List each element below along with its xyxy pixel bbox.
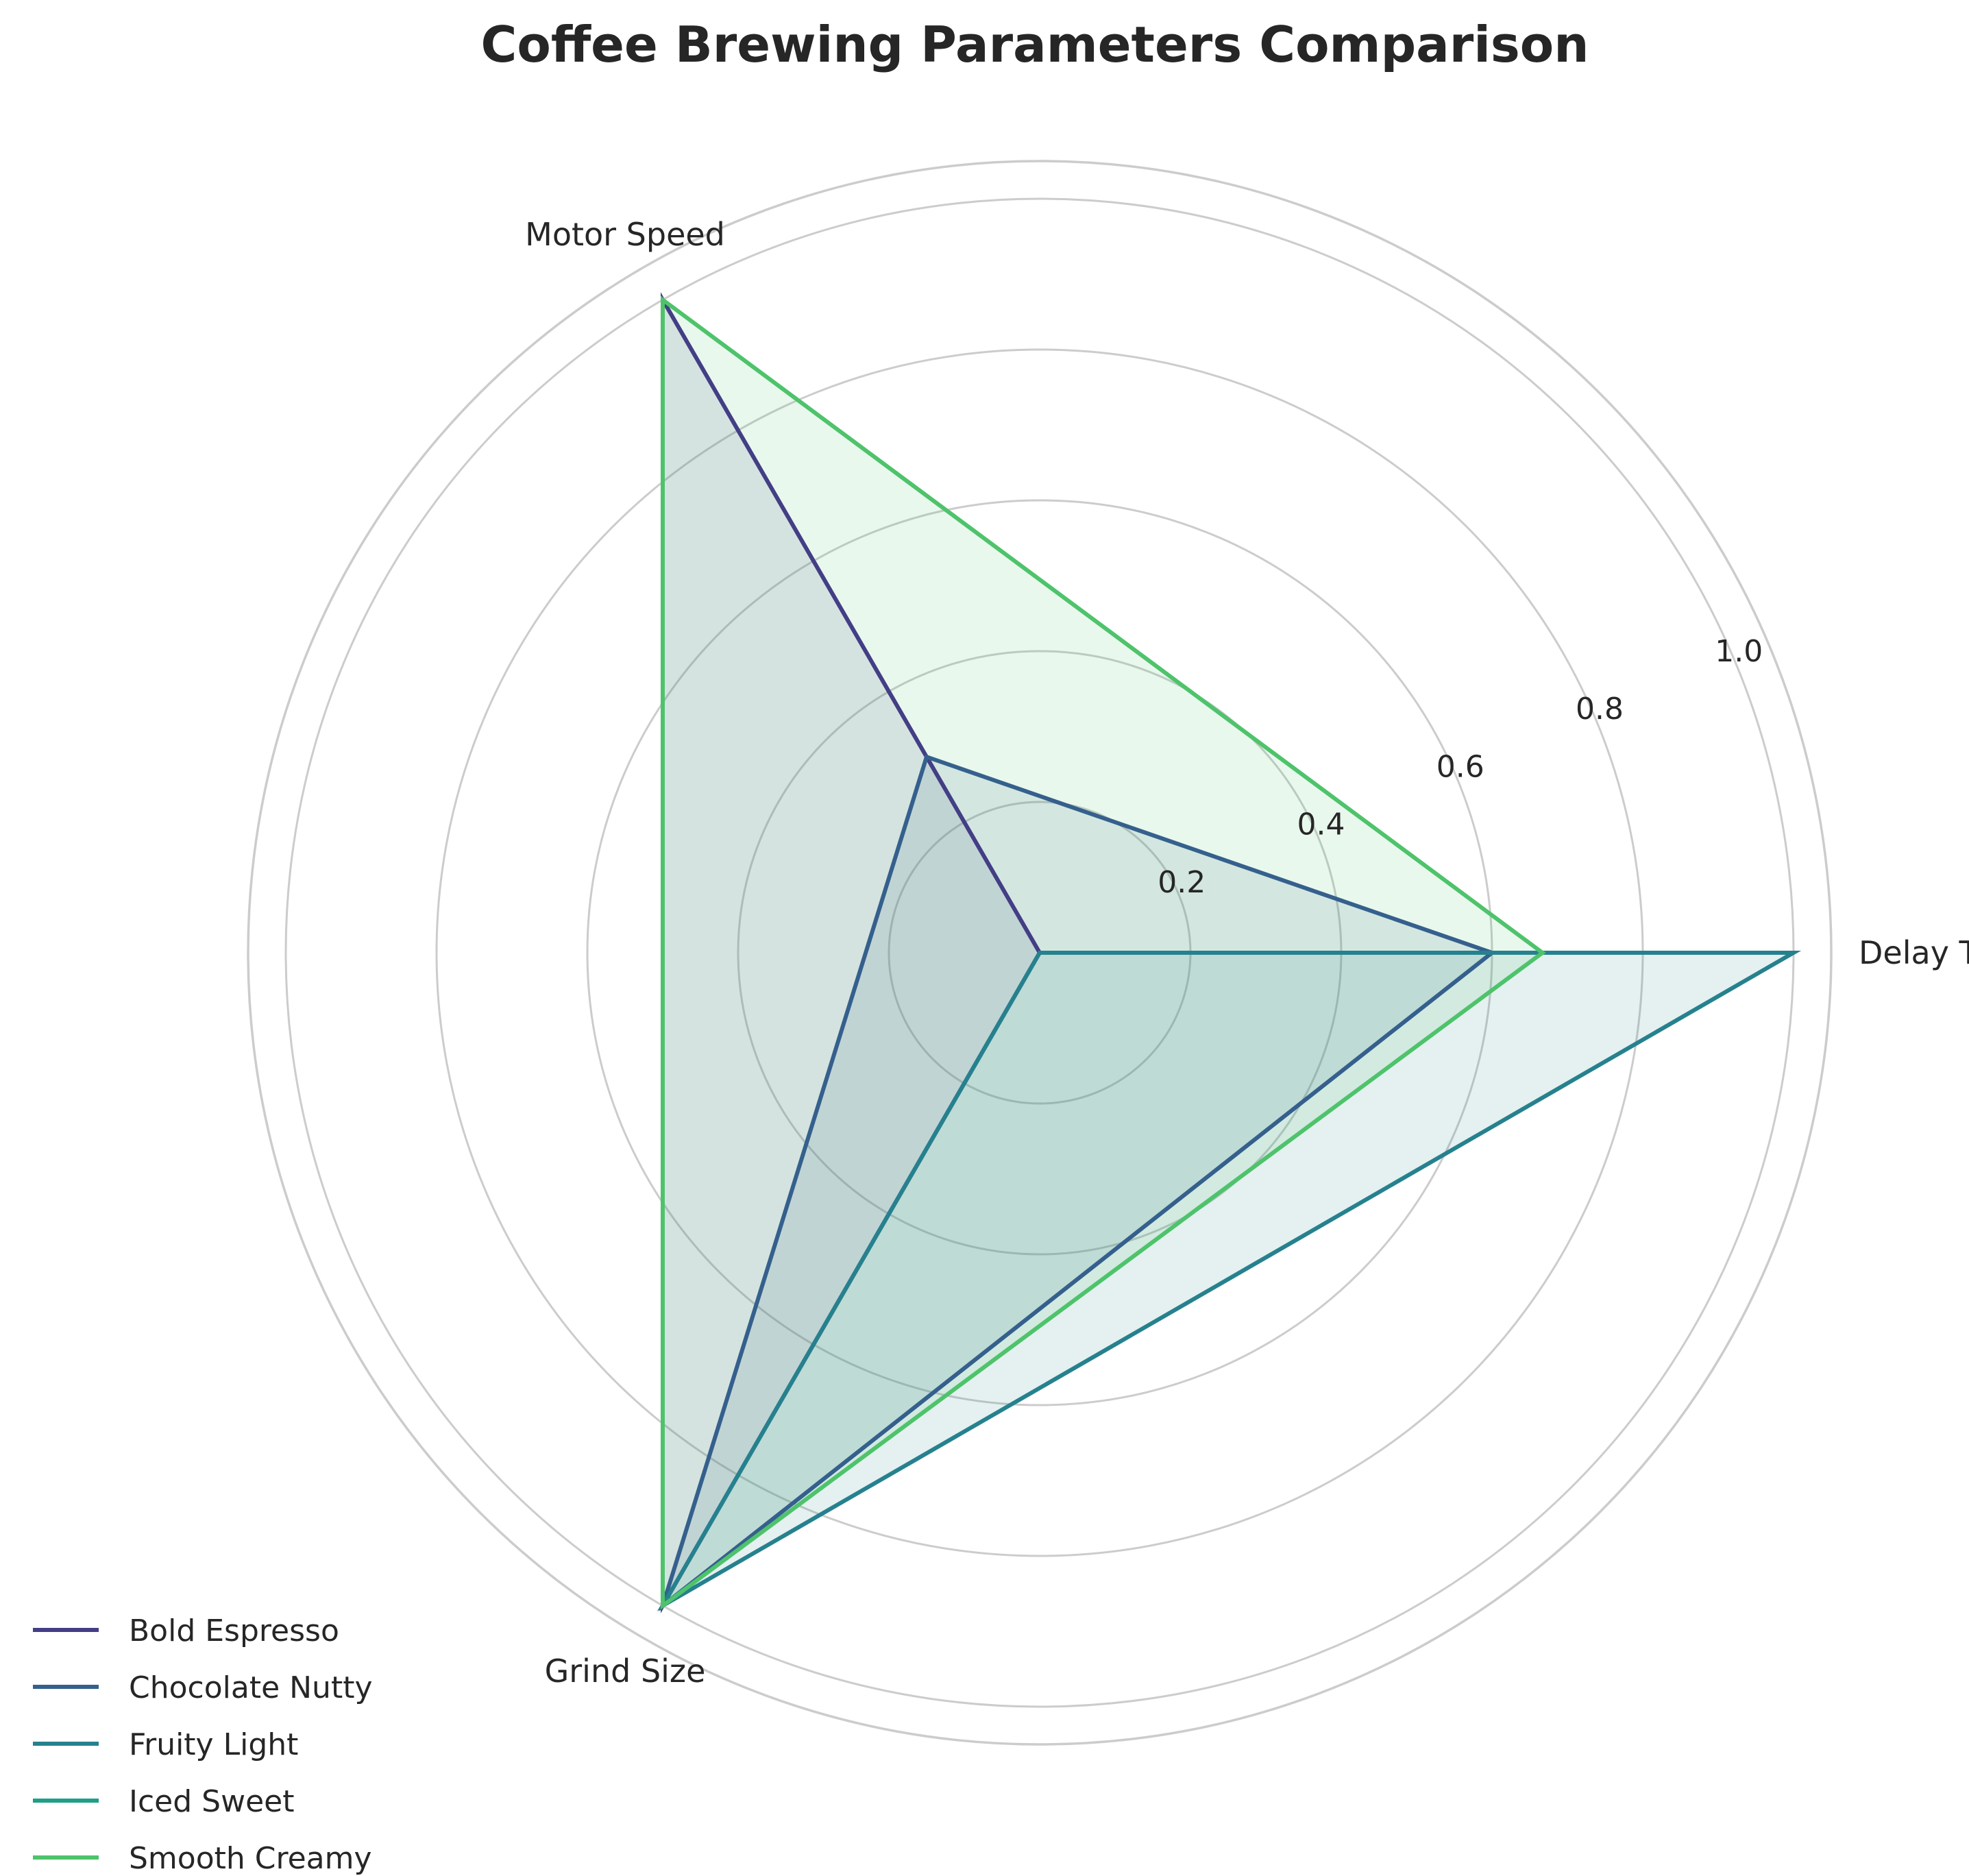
outer-grid-circle (247, 160, 1833, 1746)
r-tick-label-2: 0.6 (1436, 749, 1484, 784)
legend-label-1: Chocolate Nutty (129, 1670, 372, 1705)
radial-tick-labels: 0.2 0.4 0.6 0.8 1.0 (1158, 634, 1763, 900)
legend: Bold Espresso Chocolate Nutty Fruity Light… (33, 1613, 372, 1876)
r-tick-label-0: 0.2 (1158, 865, 1206, 900)
legend-label-2: Fruity Light (129, 1727, 298, 1762)
series-fill-1 (663, 757, 1492, 1606)
series-fill-0 (663, 300, 1040, 1606)
axis-label-2: Grind Size (545, 1653, 706, 1690)
series-lines (657, 292, 1802, 1613)
series-line-4 (661, 295, 1546, 1610)
r-tick-label-4: 1.0 (1715, 634, 1763, 669)
r-tick-label-3: 0.8 (1576, 692, 1624, 727)
axis-label-1: Motor Speed (525, 216, 725, 253)
legend-label-0: Bold Espresso (129, 1613, 339, 1648)
series-line-2 (657, 951, 1802, 1611)
legend-label-4: Smooth Creamy (129, 1841, 372, 1876)
legend-label-3: Iced Sweet (129, 1784, 294, 1819)
chart-title: Coffee Brewing Parameters Comparison (481, 16, 1589, 73)
axis-label-0: Delay Time (1859, 934, 1969, 971)
r-tick-label-1: 0.4 (1297, 807, 1345, 842)
axis-labels: Delay Time Motor Speed Grind Size (525, 216, 1969, 1690)
series-line-1 (659, 754, 1497, 1611)
